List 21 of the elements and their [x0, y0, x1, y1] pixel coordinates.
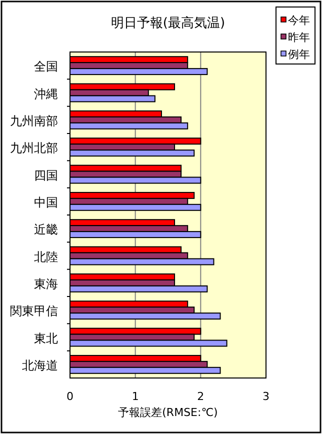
- y-tick-label: 関東甲信: [10, 304, 58, 318]
- x-tick-label: 0: [66, 390, 74, 403]
- y-tick-label: 全国: [34, 60, 58, 74]
- y-tick-label: 近畿: [34, 222, 58, 237]
- x-tick-label: 1: [132, 390, 139, 403]
- y-tick-label: 北陸: [34, 250, 58, 264]
- y-tick-label: 九州北部: [10, 141, 58, 156]
- y-tick-label: 九州南部: [10, 114, 58, 128]
- legend-label: 今年: [288, 14, 310, 27]
- legend-label: 例年: [288, 48, 310, 61]
- y-tick-label: 沖縄: [34, 86, 58, 101]
- y-tick-label: 四国: [34, 168, 58, 182]
- y-tick-label: 北海道: [22, 358, 58, 372]
- chart-title: 明日予報(最高気温): [110, 15, 226, 31]
- x-tick-label: 3: [262, 390, 270, 403]
- x-axis-title: 予報誤差(RMSE:℃): [118, 406, 218, 419]
- y-tick-label: 中国: [34, 195, 58, 210]
- y-tick-label: 東北: [34, 331, 58, 346]
- legend-label: 昨年: [288, 31, 310, 44]
- x-tick-label: 2: [197, 390, 204, 403]
- y-tick-label: 東海: [34, 276, 58, 291]
